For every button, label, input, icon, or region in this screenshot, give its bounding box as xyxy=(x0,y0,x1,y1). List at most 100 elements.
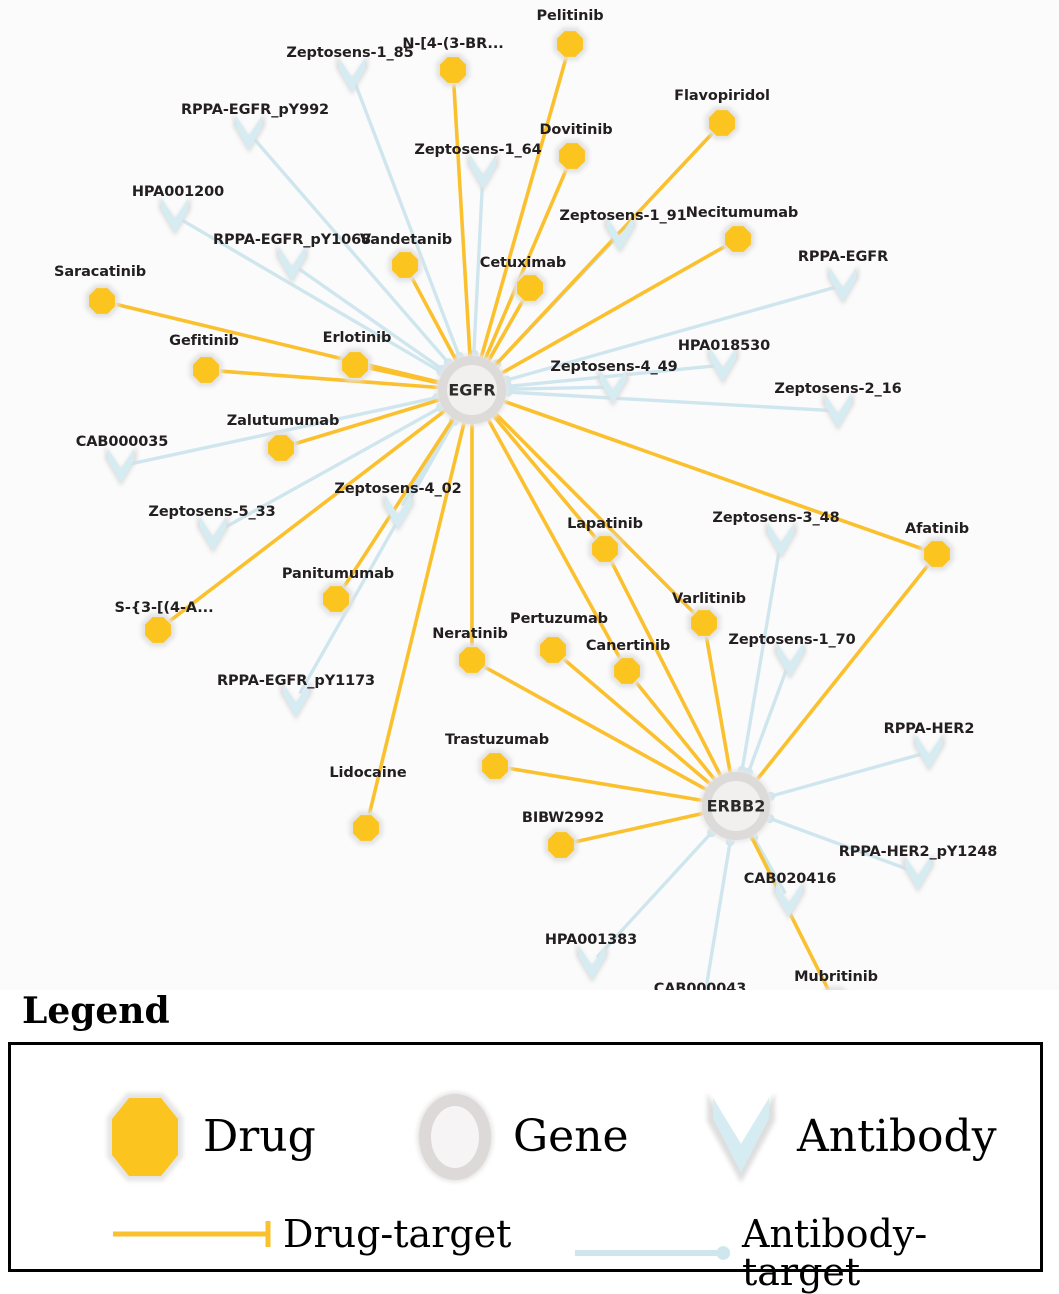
chevron-icon xyxy=(916,735,942,769)
antibody-target-edge xyxy=(353,81,461,358)
legend-box: Drug Gene Antibody Drug-target xyxy=(8,1042,1043,1291)
drug-node[interactable] xyxy=(455,643,489,677)
antibody-label: Zeptosens-1_64 xyxy=(414,142,542,158)
drug-target-edge xyxy=(487,418,624,663)
drug-node[interactable] xyxy=(588,532,622,566)
antibody-node[interactable] xyxy=(774,640,806,680)
drug-node[interactable] xyxy=(610,654,644,688)
antibody-node[interactable] xyxy=(597,367,629,407)
antibody-node[interactable] xyxy=(765,520,797,560)
drug-target-edge xyxy=(340,417,455,591)
antibody-label: Zeptosens-1_70 xyxy=(728,632,856,648)
antibody-label: HPA001383 xyxy=(544,932,638,948)
drug-node[interactable] xyxy=(85,284,119,318)
gene-label-erbb2: ERBB2 xyxy=(706,796,766,816)
drug-target-edge xyxy=(500,243,730,375)
drug-node[interactable] xyxy=(338,348,372,382)
drug-node[interactable] xyxy=(721,222,755,256)
antibody-target-edge xyxy=(507,385,606,391)
antibody-node[interactable] xyxy=(197,514,229,554)
antibody-node[interactable] xyxy=(233,113,265,153)
drug-node[interactable] xyxy=(536,633,570,667)
drug-node[interactable] xyxy=(544,828,578,862)
octagon-icon xyxy=(691,610,717,636)
gene-node[interactable] xyxy=(700,770,772,842)
antibody-node[interactable] xyxy=(336,55,368,95)
drug-node[interactable] xyxy=(478,749,512,783)
antibody-target-edge xyxy=(769,817,912,872)
drug-node[interactable] xyxy=(555,139,589,173)
chevron-icon xyxy=(385,495,411,529)
drug-node[interactable] xyxy=(141,613,175,647)
drug-node[interactable] xyxy=(349,811,383,845)
antibody-label: Zeptosens-2_16 xyxy=(774,381,902,397)
antibody-node[interactable] xyxy=(707,345,739,385)
drug-node[interactable] xyxy=(319,582,353,616)
drug-target-edge xyxy=(451,80,472,357)
antibody-node[interactable] xyxy=(276,244,308,284)
drug-node[interactable] xyxy=(687,606,721,640)
octagon-icon xyxy=(614,658,640,684)
antibody-node[interactable] xyxy=(827,265,859,305)
antibody-label: RPPA-HER2 xyxy=(883,721,975,737)
octagon-icon xyxy=(268,435,294,461)
octagon-icon xyxy=(89,288,115,314)
drug-node[interactable] xyxy=(436,53,470,87)
drug-target-edge xyxy=(483,165,570,360)
drug-nodes[interactable] xyxy=(85,27,954,1000)
antibody-node[interactable] xyxy=(105,446,137,486)
antibody-label: Zeptosens-5_33 xyxy=(148,504,276,520)
antibody-target-edge xyxy=(740,547,782,772)
gene-node[interactable] xyxy=(436,354,508,426)
drug-target-edge xyxy=(364,365,440,385)
octagon-icon xyxy=(440,57,466,83)
drug-node[interactable] xyxy=(513,271,547,305)
chevron-icon xyxy=(825,394,851,428)
antibody-target-edge xyxy=(769,752,923,798)
antibody-node[interactable] xyxy=(773,880,805,920)
drug-target-edge xyxy=(408,273,458,361)
legend-item-drug: Drug xyxy=(101,1087,316,1187)
drug-target-edge xyxy=(608,557,722,777)
antibody-node[interactable] xyxy=(604,214,636,254)
chevron-icon xyxy=(108,449,134,483)
antibody-target-edge xyxy=(507,364,716,389)
gene-label-egfr: EGFR xyxy=(448,380,496,400)
antibody-node[interactable] xyxy=(382,492,414,532)
legend-title: Legend xyxy=(22,990,170,1032)
antibody-node[interactable] xyxy=(822,391,854,431)
gene-nodes[interactable] xyxy=(436,354,772,842)
drug-node[interactable] xyxy=(388,248,422,282)
antibody-node[interactable] xyxy=(159,196,191,236)
drug-label: Trastuzumab xyxy=(444,732,550,748)
chevron-icon xyxy=(279,247,305,281)
antibody-nodes[interactable] xyxy=(105,55,945,1000)
drug-target-edge xyxy=(570,811,704,845)
antibody-node[interactable] xyxy=(467,152,499,192)
octagon-icon xyxy=(559,143,585,169)
drug-node[interactable] xyxy=(920,537,954,571)
drug-node[interactable] xyxy=(189,353,223,387)
drug-node[interactable] xyxy=(553,27,587,61)
antibody-node[interactable] xyxy=(576,943,608,983)
octagon-icon xyxy=(924,541,950,567)
antibody-target-edge xyxy=(596,831,713,959)
legend-item-gene: Gene xyxy=(411,1087,629,1187)
legend-label-antibody: Antibody xyxy=(797,1111,997,1162)
antibody-target-edge xyxy=(181,218,442,373)
octagon-icon xyxy=(548,832,574,858)
antibody-node[interactable] xyxy=(280,680,312,720)
antibody-node[interactable] xyxy=(902,853,934,893)
drug-label: N-[4-(3-BR... xyxy=(402,36,504,52)
antibody-label: RPPA-EGFR_pY1068 xyxy=(212,232,372,248)
network-graph-canvas[interactable]: Zeptosens-1_85 RPPA-EGFR_pY992 HPA001200 RP… xyxy=(0,0,1059,1000)
drug-node[interactable] xyxy=(264,431,298,465)
chevron-icon xyxy=(470,155,496,189)
antibody-node[interactable] xyxy=(913,732,945,772)
drug-target-edge-icon xyxy=(113,1221,271,1247)
drug-target-edge xyxy=(487,296,526,362)
drug-label: BIBW2992 xyxy=(521,810,605,826)
drug-label: Lapatinib xyxy=(567,516,643,532)
gene-inner xyxy=(711,781,761,831)
drug-node[interactable] xyxy=(705,106,739,140)
